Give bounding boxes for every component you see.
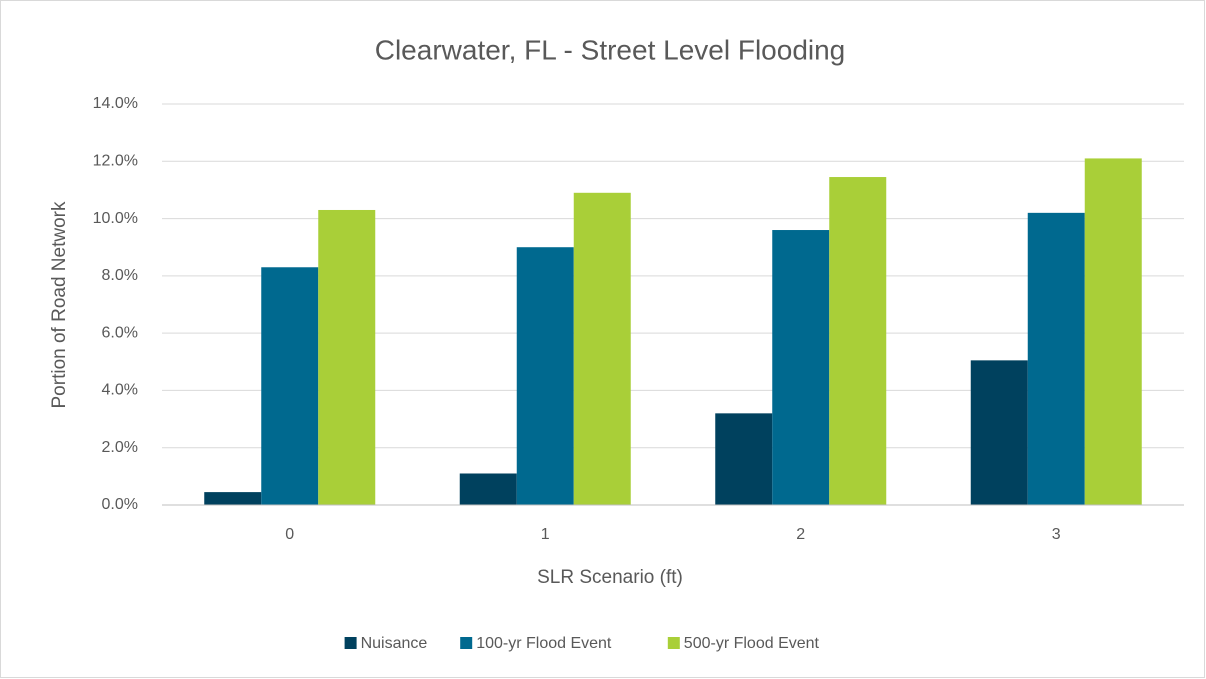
legend-swatch: [667, 637, 680, 649]
bar: [318, 209, 376, 505]
bar: [715, 413, 773, 505]
bar: [970, 360, 1028, 505]
y-tick-label: 6.0%: [102, 324, 138, 341]
bar: [261, 267, 319, 505]
bar: [1027, 212, 1085, 506]
bar: [459, 473, 517, 505]
y-tick-label: 12.0%: [93, 153, 138, 170]
y-tick-label: 0.0%: [102, 496, 138, 513]
y-tick-label: 14.0%: [93, 95, 138, 112]
bar: [516, 247, 574, 505]
x-tick-label: 3: [1052, 526, 1061, 543]
y-tick-label: 8.0%: [102, 267, 138, 284]
bar: [204, 492, 262, 505]
bar: [573, 192, 631, 506]
legend-label: Nuisance: [361, 635, 428, 652]
legend-swatch: [344, 637, 357, 649]
legend-label: 500-yr Flood Event: [684, 635, 820, 652]
y-tick-label: 2.0%: [102, 439, 138, 456]
x-tick-label: 0: [285, 526, 294, 543]
y-axis-label: Portion of Road Network: [49, 201, 70, 408]
x-axis-label: SLR Scenario (ft): [537, 567, 683, 588]
bar: [829, 177, 887, 505]
bar: [1084, 158, 1142, 505]
y-tick-label: 10.0%: [93, 210, 138, 227]
chart-title: Clearwater, FL - Street Level Flooding: [375, 34, 846, 65]
bar: [772, 230, 830, 505]
legend-label: 100-yr Flood Event: [476, 635, 612, 652]
x-tick-label: 2: [796, 526, 805, 543]
legend-swatch: [460, 637, 473, 649]
x-tick-label: 1: [541, 526, 550, 543]
y-tick-label: 4.0%: [102, 382, 138, 399]
